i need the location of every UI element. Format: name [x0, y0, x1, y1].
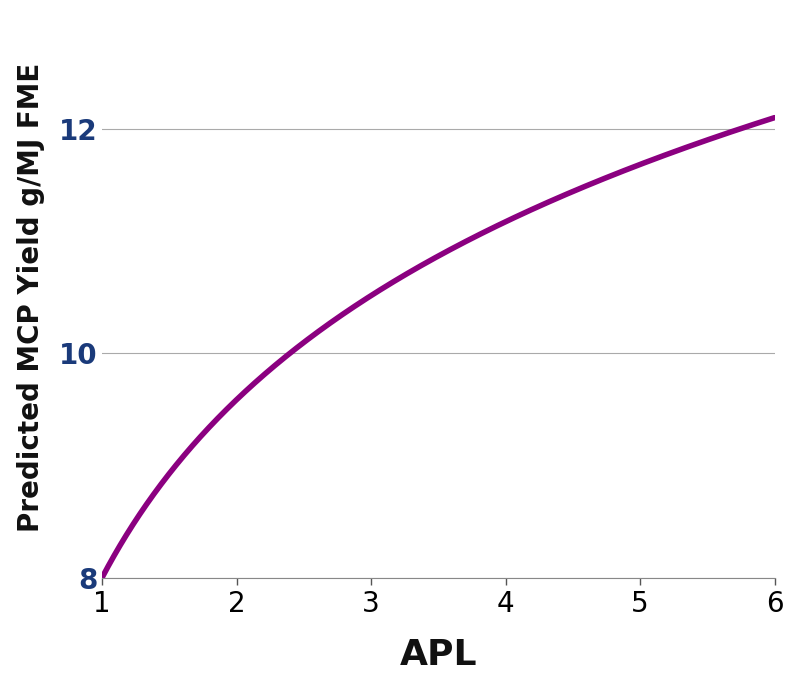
X-axis label: APL: APL — [399, 638, 477, 672]
Y-axis label: Predicted MCP Yield g/MJ FME: Predicted MCP Yield g/MJ FME — [17, 63, 45, 532]
